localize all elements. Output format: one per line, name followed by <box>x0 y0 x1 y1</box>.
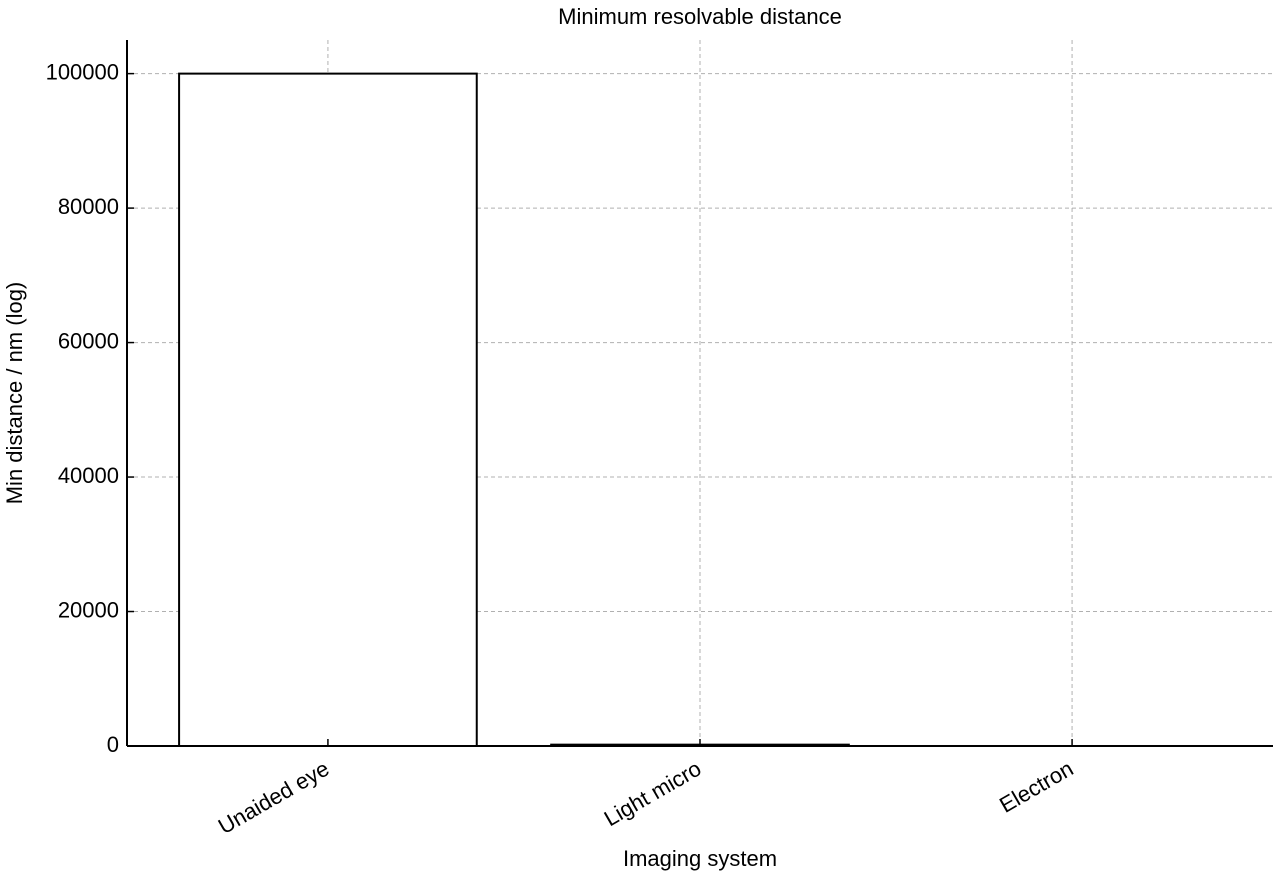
y-tick-label: 20000 <box>58 597 119 622</box>
x-axis-label: Imaging system <box>623 846 777 871</box>
bar <box>178 72 478 748</box>
y-tick-label: 60000 <box>58 328 119 353</box>
x-tick-label: Electron <box>995 756 1077 818</box>
y-tick-label: 80000 <box>58 194 119 219</box>
y-axis-label: Min distance / nm (log) <box>2 282 27 505</box>
x-tick-label: Light micro <box>600 756 706 831</box>
y-tick-label: 40000 <box>58 463 119 488</box>
y-tick-label: 0 <box>107 732 119 757</box>
chart-title: Minimum resolvable distance <box>558 4 842 29</box>
y-tick-label: 100000 <box>46 59 119 84</box>
x-tick-label: Unaided eye <box>214 756 333 839</box>
